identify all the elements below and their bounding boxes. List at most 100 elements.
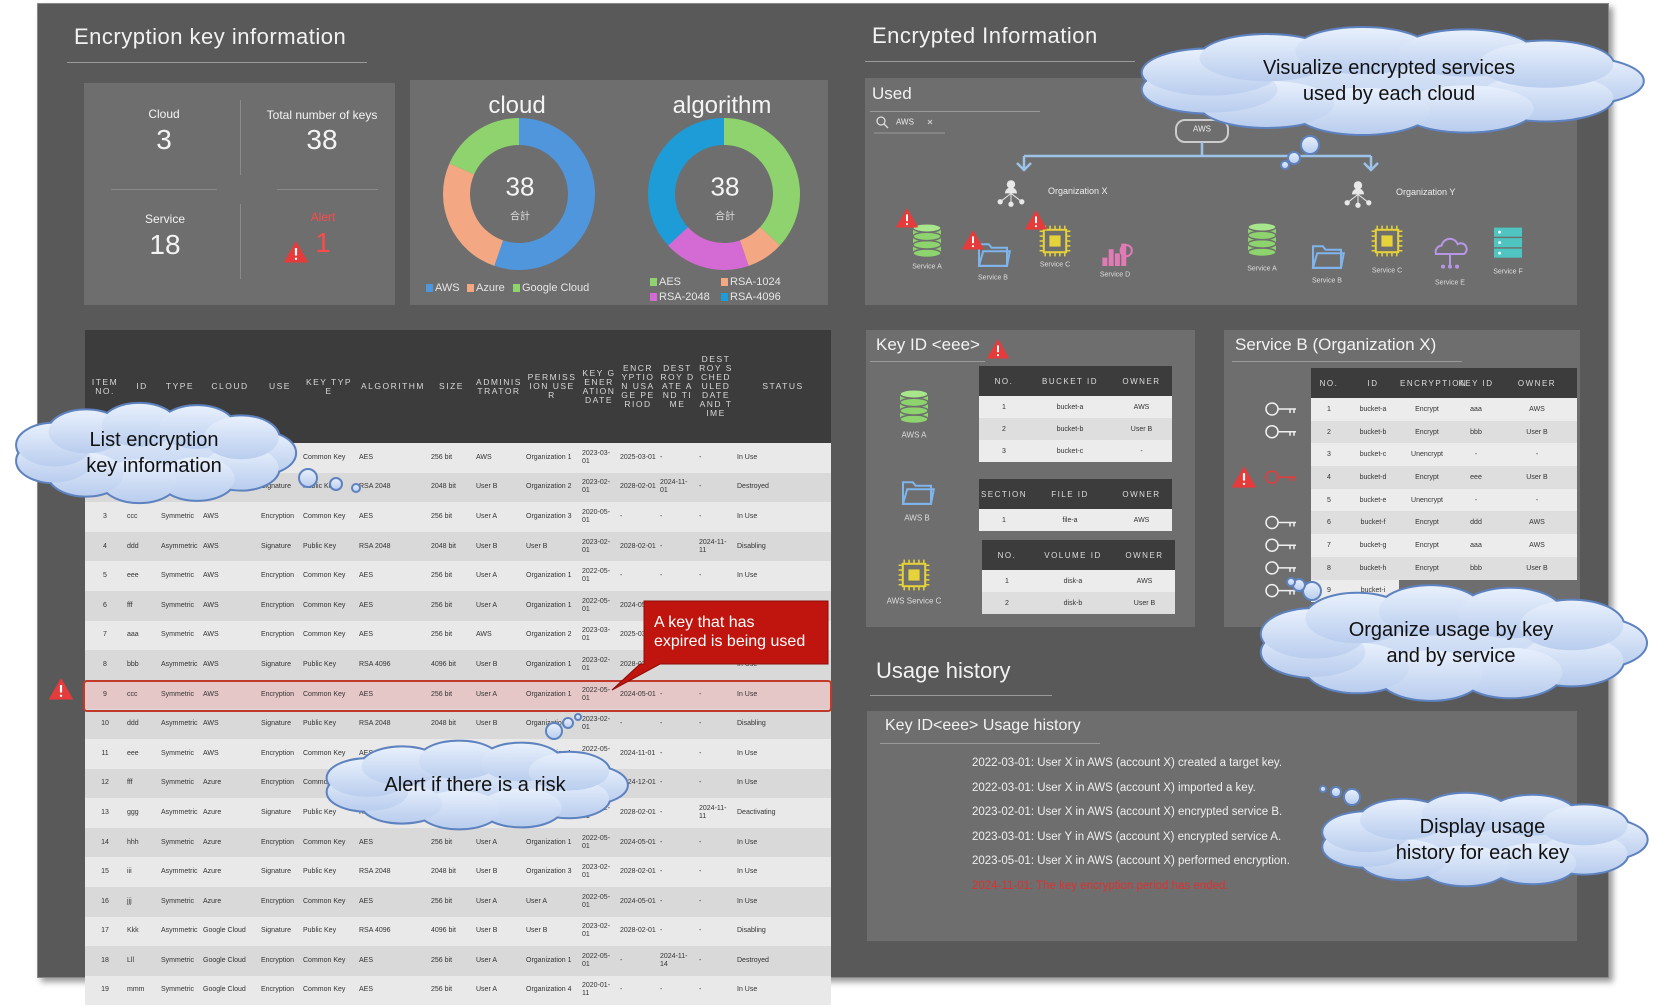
cell: Symmetric	[161, 986, 195, 994]
cell: bucket-a	[1056, 403, 1084, 411]
cell: ddd	[1470, 519, 1482, 527]
cell: 2023-02-01	[582, 538, 611, 554]
callout: Organize usage by key and by service	[1349, 617, 1554, 669]
table-row: 18 Lll Symmetric Google Cloud Encryption Comm…	[85, 946, 831, 976]
cell: -	[699, 956, 702, 964]
header-row: SECTION FILE ID OWNER	[979, 479, 1172, 509]
cell: Encryption	[261, 986, 295, 994]
cell: -	[620, 512, 623, 520]
cell: AWS	[203, 690, 219, 698]
root-label: AWS	[1193, 124, 1211, 134]
cell: -	[1474, 496, 1478, 504]
cell: Encryption	[261, 631, 295, 639]
cell: -	[1535, 496, 1539, 504]
cell: Common Key	[303, 956, 346, 964]
cell: In Use	[737, 779, 758, 787]
cell: -	[699, 897, 702, 905]
column-header: NO.	[1311, 368, 1347, 398]
cell: Symmetric	[161, 690, 195, 698]
cell: -	[699, 512, 702, 520]
search-clear	[927, 119, 933, 125]
title-underline	[870, 695, 1052, 696]
column-header: DESTROY SCHEDULED DATE AND TIME	[699, 354, 733, 418]
cell: Organization 1	[526, 453, 572, 461]
column-header: OWNER	[1111, 366, 1172, 396]
cell: In Use	[737, 690, 758, 698]
cell: 2024-11-01	[660, 479, 688, 495]
callout-cloud	[1259, 577, 1649, 702]
cell: 1	[1005, 577, 1009, 585]
callout-bubble	[1280, 160, 1290, 170]
search-icon	[876, 116, 886, 126]
cell: User A	[526, 897, 548, 905]
cell: -	[699, 720, 702, 728]
cell: 2024-11-11	[699, 804, 727, 820]
alert-dot	[59, 694, 63, 697]
org-body	[1005, 187, 1017, 194]
chart-lens	[1119, 244, 1133, 258]
column-header: ITEM NO.	[91, 376, 119, 396]
cell: ddd	[127, 720, 139, 728]
org-label: Organization X	[1048, 186, 1108, 196]
cell: 256 bit	[431, 956, 453, 964]
cell: -	[660, 720, 663, 728]
history-entry: 2023-03-01: User Y in AWS (account X) en…	[972, 830, 1282, 843]
cell: 11	[101, 749, 109, 757]
cell: RSA 2048	[359, 542, 391, 550]
callout-bubble	[545, 722, 563, 740]
cell: -	[699, 749, 702, 757]
cell: 15	[101, 868, 109, 876]
cell: bucket-h	[1359, 564, 1387, 572]
tree-lines	[1022, 142, 1373, 168]
cell: 6	[1327, 519, 1331, 527]
alert-icon	[896, 208, 918, 228]
cell: Symmetric	[161, 572, 195, 580]
service-label: Service C	[1039, 261, 1071, 269]
cell: 9	[103, 690, 107, 698]
cell: Encrypt	[1415, 541, 1439, 549]
callout-line: Display usage	[1419, 815, 1546, 838]
cell: bbb	[127, 660, 139, 668]
cell: User B	[476, 660, 498, 668]
cell: 4096 bit	[431, 927, 456, 935]
callout-line: used by each cloud	[1302, 83, 1476, 105]
cell: AWS	[203, 572, 219, 580]
cell: Symmetric	[161, 956, 195, 964]
table-row: 14 hhh Symmetric Azure Encryption Common Key A…	[85, 827, 831, 858]
cloud-fill	[159, 457, 235, 500]
alert-icon	[987, 339, 1009, 359]
cell: 13	[101, 808, 109, 816]
table-row: 1 bucket-a Encrypt aaa AWS	[1311, 398, 1577, 421]
cell: -	[699, 572, 702, 580]
cell: 256 bit	[431, 897, 453, 905]
alert-note-box	[611, 600, 829, 691]
resource-table: SECTION FILE ID OWNER 1 file-a AWS	[979, 479, 1172, 531]
cloud-shape	[1434, 237, 1468, 255]
search-text: AWS	[896, 117, 914, 127]
divider	[277, 189, 378, 190]
cell: AES	[359, 986, 374, 994]
cell: bucket-d	[1359, 473, 1387, 481]
cell: Symmetric	[161, 838, 195, 846]
cell: 2048 bit	[431, 868, 456, 876]
cell: -	[660, 749, 663, 757]
cell: Organization 2	[526, 483, 572, 491]
cloud-fill	[101, 403, 177, 447]
cloud-node	[1441, 264, 1445, 269]
cell: In Use	[737, 838, 758, 846]
cell: 2023-02-01	[582, 923, 611, 939]
callout-line: key information	[86, 455, 222, 477]
cell: 2	[1005, 599, 1009, 607]
cell: ccc	[127, 690, 138, 698]
cell: Symmetric	[161, 749, 195, 757]
column-header: ID	[1347, 368, 1399, 398]
cell: 256 bit	[431, 631, 453, 639]
table-row: 9 ccc Symmetric AWS Encryption Common Key AES 2…	[85, 679, 831, 710]
cell: Public Key	[303, 808, 337, 816]
cell: Common Key	[303, 453, 346, 461]
cell: 2028-02-01	[620, 542, 656, 550]
callout-line: Visualize encrypted services	[1263, 57, 1515, 79]
cell: AWS	[203, 631, 219, 639]
cell: In Use	[737, 749, 758, 757]
cell: 5	[1327, 496, 1331, 504]
